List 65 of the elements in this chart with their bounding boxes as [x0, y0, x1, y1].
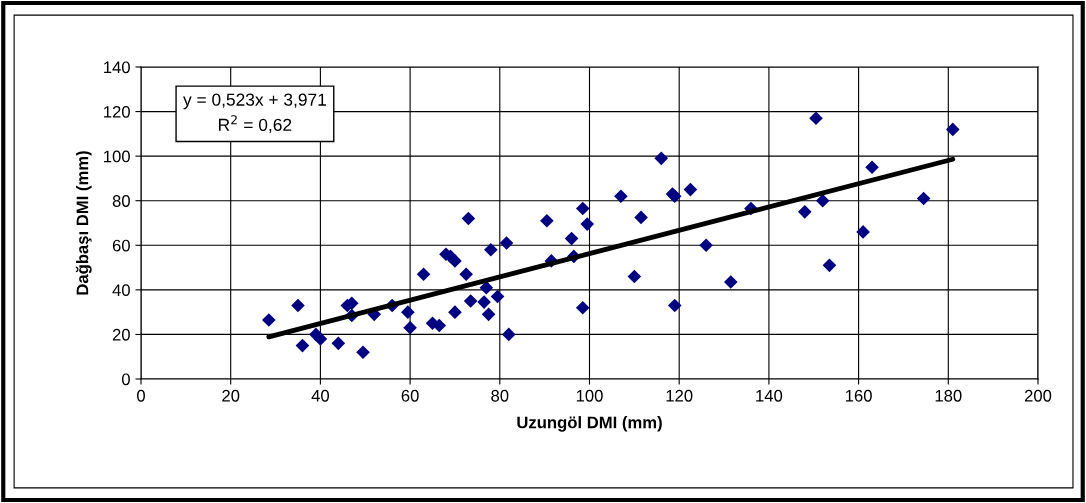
point: [865, 160, 879, 175]
x-tick-label: 120: [666, 389, 693, 402]
point: [416, 267, 431, 282]
y-tick-label: 60: [112, 239, 130, 252]
point: [575, 201, 590, 216]
point: [627, 269, 642, 284]
point: [490, 289, 505, 304]
y-tick-label: 20: [112, 328, 130, 341]
point: [448, 254, 462, 268]
point: [481, 307, 496, 322]
x-tick-label: 100: [576, 389, 603, 402]
point: [463, 294, 478, 308]
point: [614, 189, 628, 204]
point: [291, 298, 305, 313]
point: [459, 267, 473, 282]
point: [667, 298, 682, 313]
point: [448, 305, 462, 319]
annotation: y = 0,523x + 3,971 R$^{2}$ = 0,62: [183, 93, 326, 134]
x-tick-label: 80: [491, 389, 509, 402]
point: [262, 313, 276, 327]
point: [313, 332, 328, 346]
point: [356, 345, 370, 360]
point: [580, 217, 595, 231]
x-tick-label: 160: [845, 389, 872, 402]
point: [699, 238, 713, 253]
y-tick-label: 140: [104, 61, 130, 74]
y-tick-label: 120: [104, 105, 130, 118]
point: [856, 225, 870, 239]
point: [479, 280, 494, 295]
x-tick-label: 40: [311, 389, 330, 402]
x-tick-label: 140: [756, 389, 783, 402]
point: [477, 295, 491, 309]
point: [295, 338, 310, 353]
point: [723, 275, 738, 289]
point: [501, 327, 516, 342]
point: [654, 151, 669, 166]
point: [484, 242, 498, 257]
y-axis-title: Dağbaşı DMI (mm): [75, 151, 92, 295]
point: [540, 213, 554, 228]
x-tick-label: 20: [222, 389, 240, 402]
point: [564, 231, 579, 246]
point: [809, 111, 823, 126]
y-tick-label: 0: [121, 373, 130, 386]
point: [499, 236, 514, 250]
point: [945, 122, 960, 137]
point: [401, 305, 415, 319]
point: [916, 191, 931, 206]
x-tick-label: 0: [137, 389, 145, 402]
point: [822, 258, 837, 273]
point: [797, 205, 812, 219]
point: [461, 211, 476, 226]
x-tick-label: 180: [935, 389, 962, 402]
point: [575, 300, 590, 315]
x-axis-title: Uzungöl DMI (mm): [517, 416, 662, 432]
point: [432, 318, 447, 333]
point: [331, 336, 346, 351]
y-tick-label: 80: [112, 195, 130, 207]
point: [403, 320, 417, 335]
x-tick-label: 200: [1024, 389, 1052, 402]
point: [815, 193, 830, 208]
x-tick-label: 60: [401, 389, 419, 402]
y-tick-label: 100: [104, 150, 130, 163]
point: [634, 210, 648, 225]
point: [683, 182, 698, 197]
y-tick-label: 40: [112, 284, 130, 297]
